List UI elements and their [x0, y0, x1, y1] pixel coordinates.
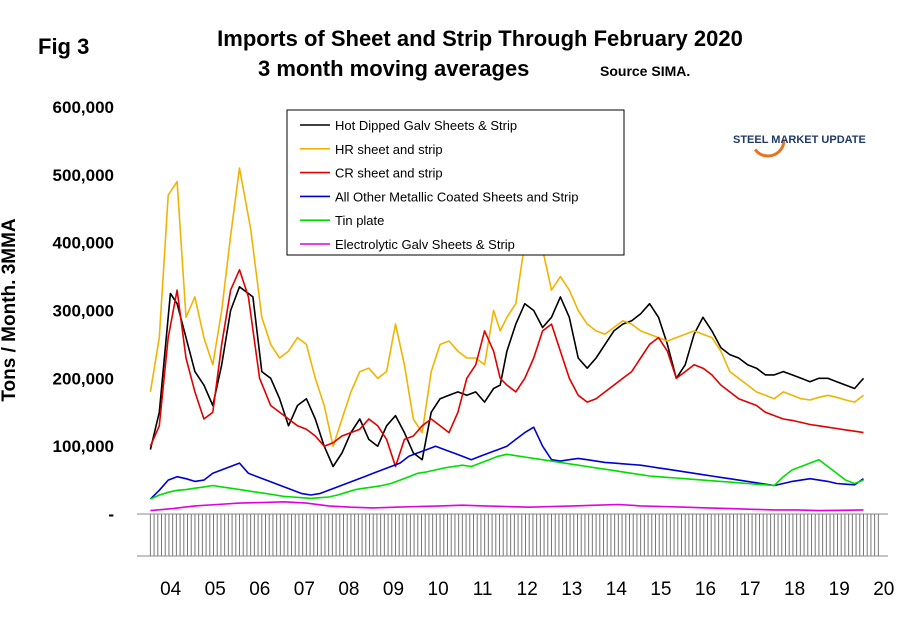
x-tick-label: 07	[294, 579, 315, 600]
y-tick-label: 600,000	[53, 98, 114, 117]
series-line-3	[149, 268, 864, 468]
x-tick-label: 14	[606, 579, 628, 600]
x-axis: 04 05 06 07 08 09 10 11 12 13 14 15 16 17 18 19 20	[137, 513, 894, 600]
series-line-6	[150, 500, 864, 512]
legend-label: HR sheet and strip	[335, 142, 443, 157]
x-tick-label: 10	[428, 579, 449, 600]
series-lines	[149, 167, 865, 512]
series-line-2	[149, 167, 864, 448]
figure-label: Fig 3	[38, 34, 90, 59]
logo-swoosh-icon	[750, 122, 786, 158]
x-tick-label: 04	[160, 579, 182, 600]
y-tick-label: 200,000	[53, 369, 114, 388]
y-tick-label: -	[108, 505, 114, 524]
series-line-1	[149, 285, 865, 468]
legend-box	[286, 109, 625, 256]
legend-label: All Other Metallic Coated Sheets and Str…	[335, 189, 579, 204]
logo-text: STEEL MARKET UPDATE	[733, 134, 866, 146]
y-ticks: - 100,000 200,000 300,000 400,000 500,000 600,…	[53, 98, 114, 524]
legend-label: Electrolytic Galv Sheets & Strip	[335, 237, 515, 252]
y-tick-label: 500,000	[53, 166, 114, 185]
x-tick-label: 13	[561, 579, 582, 600]
legend-label: Tin plate	[335, 213, 384, 228]
x-tick-label: 20	[873, 579, 894, 600]
series-line-5	[150, 453, 864, 500]
x-tick-label: 19	[829, 579, 850, 600]
x-tick-label: 11	[473, 579, 493, 600]
legend-label: Hot Dipped Galv Sheets & Strip	[335, 118, 517, 133]
chart-title: Imports of Sheet and Strip Through Febru…	[217, 26, 743, 51]
legend: Hot Dipped Galv Sheets & Strip HR sheet a…	[286, 109, 625, 256]
y-tick-label: 400,000	[53, 234, 114, 253]
x-tick-label: 15	[650, 579, 671, 600]
source-note: Source SIMA.	[600, 63, 691, 79]
chart-subtitle: 3 month moving averages	[258, 56, 530, 81]
x-tick-label: 06	[249, 579, 270, 600]
x-tick-label: 05	[205, 579, 226, 600]
x-tick-label: 18	[784, 579, 805, 600]
x-tick-label: 16	[695, 579, 716, 600]
x-tick-label: 17	[739, 579, 760, 600]
steel-market-update-logo: STEEL MARKET UPDATE	[733, 122, 866, 158]
x-tick-label: 12	[517, 579, 538, 600]
y-tick-label: 300,000	[53, 302, 114, 321]
x-tick-label: 08	[338, 579, 359, 600]
legend-label: CR sheet and strip	[335, 166, 443, 181]
y-tick-label: 100,000	[53, 437, 114, 456]
series-line-4	[149, 426, 864, 500]
x-tick-label: 09	[383, 579, 404, 600]
